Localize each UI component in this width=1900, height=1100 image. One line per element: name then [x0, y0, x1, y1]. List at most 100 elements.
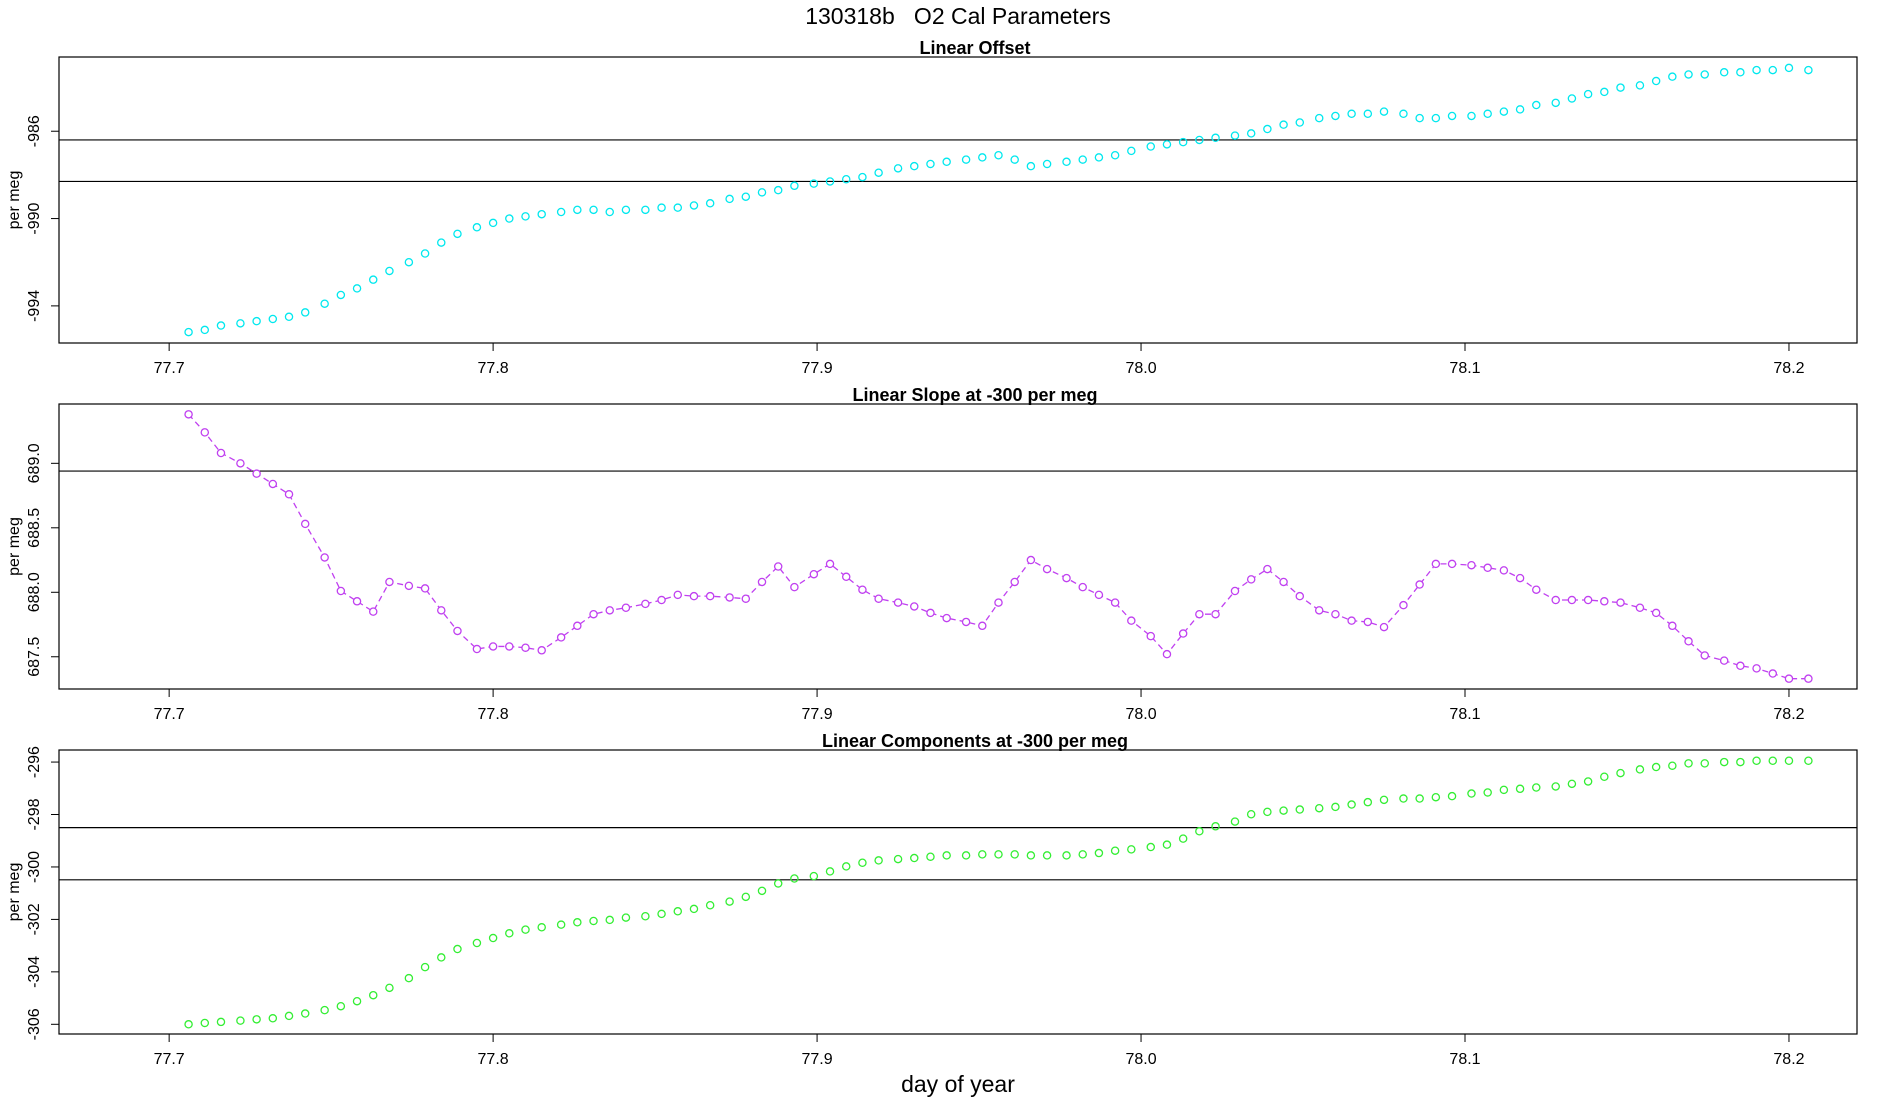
x-tick-label: 77.7	[154, 706, 185, 723]
data-point	[1127, 146, 1136, 156]
data-point	[809, 569, 819, 579]
data-point	[1551, 98, 1560, 108]
data-point	[757, 188, 767, 197]
x-tick-label: 77.8	[478, 360, 509, 377]
data-point	[1483, 109, 1492, 119]
data-point	[1447, 111, 1457, 121]
data-point	[621, 603, 631, 613]
data-point	[874, 594, 883, 603]
data-point	[1651, 762, 1661, 772]
data-point	[1363, 109, 1373, 119]
data-point	[1668, 621, 1677, 631]
data-point	[252, 316, 261, 326]
data-point	[537, 923, 546, 932]
y-tick-label: -304	[26, 956, 43, 988]
data-point	[1347, 109, 1356, 119]
data-point	[1467, 560, 1476, 570]
data-point	[961, 617, 971, 627]
data-point	[1499, 785, 1509, 795]
data-point	[641, 912, 650, 921]
data-point	[589, 916, 598, 926]
data-point	[1736, 757, 1745, 767]
data-point	[1768, 65, 1778, 75]
data-point	[268, 314, 278, 324]
data-point	[1211, 822, 1220, 831]
data-point	[1042, 851, 1052, 860]
data-point	[1616, 768, 1625, 778]
data-point	[1635, 765, 1645, 774]
y-axis-label: per meg	[6, 863, 23, 922]
data-point	[1195, 135, 1204, 145]
data-point	[1110, 150, 1120, 160]
data-point	[385, 266, 394, 276]
data-point	[1211, 133, 1220, 143]
data-point	[1110, 598, 1120, 607]
data-point	[404, 257, 414, 267]
data-point	[1010, 577, 1019, 587]
data-point	[1532, 100, 1541, 110]
data-point	[757, 577, 767, 587]
data-point	[268, 479, 278, 489]
data-point	[1532, 783, 1541, 792]
data-point	[1178, 629, 1188, 638]
data-point	[773, 562, 783, 571]
data-point	[300, 519, 310, 529]
data-point	[1246, 129, 1256, 138]
data-point	[1583, 595, 1593, 605]
data-point	[757, 886, 767, 896]
data-point	[1768, 669, 1778, 678]
data-point	[1379, 107, 1389, 116]
data-point	[1784, 756, 1794, 766]
panel-title: Linear Offset	[919, 38, 1030, 58]
data-point	[420, 249, 430, 258]
plot-frame	[58, 749, 1858, 1035]
data-point	[1363, 797, 1373, 807]
data-point	[1635, 603, 1645, 613]
data-point	[1736, 661, 1745, 671]
data-point	[926, 159, 935, 169]
data-point	[320, 299, 329, 308]
data-point	[537, 646, 546, 655]
data-point	[1146, 842, 1156, 852]
data-point	[1651, 76, 1661, 86]
data-point	[1467, 789, 1476, 798]
panel-title: Linear Components at -300 per meg	[822, 731, 1128, 751]
data-point	[556, 633, 566, 642]
data-point	[352, 284, 362, 293]
x-tick-label: 77.9	[802, 706, 833, 723]
data-point	[420, 962, 430, 972]
data-point	[893, 854, 903, 864]
x-axis-label: day of year	[901, 1071, 1015, 1097]
data-point	[300, 1009, 310, 1018]
data-point	[385, 983, 394, 993]
data-point	[236, 319, 245, 328]
data-point	[1752, 65, 1761, 75]
data-point	[1279, 806, 1288, 815]
data-point	[236, 459, 245, 468]
data-point	[1331, 802, 1340, 812]
data-point	[320, 553, 329, 562]
data-point	[453, 229, 462, 239]
data-point	[1379, 795, 1389, 805]
data-point	[1263, 564, 1272, 574]
data-point	[621, 913, 631, 922]
data-point	[184, 327, 193, 337]
data-point	[790, 181, 799, 191]
data-point	[368, 990, 378, 1000]
data-point	[1263, 124, 1272, 134]
data-point	[1263, 807, 1272, 817]
data-point	[1347, 800, 1356, 809]
data-point	[961, 155, 971, 164]
data-point	[537, 209, 546, 219]
data-point	[841, 175, 851, 184]
data-point	[705, 900, 715, 910]
y-tick-label: -302	[26, 903, 43, 935]
data-point	[1684, 759, 1693, 768]
data-point	[841, 862, 851, 871]
data-point	[790, 582, 799, 592]
data-point	[1431, 113, 1441, 123]
data-point	[488, 642, 498, 651]
data-point	[1600, 772, 1609, 781]
data-point	[1415, 113, 1424, 123]
